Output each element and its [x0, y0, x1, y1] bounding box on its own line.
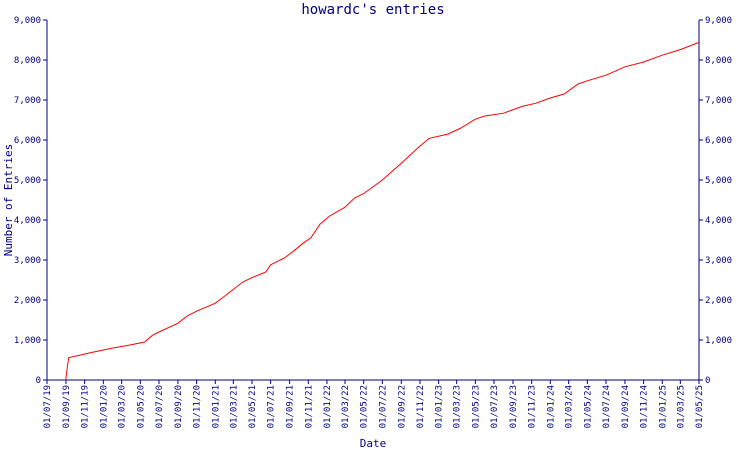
x-tick-label: 01/05/23	[471, 385, 481, 428]
x-tick-label: 01/09/23	[509, 385, 519, 428]
x-tick-label: 01/03/23	[453, 385, 463, 428]
x-tick-label: 01/07/24	[602, 385, 612, 428]
y-tick-label-left: 0	[36, 376, 41, 386]
y-tick-label-left: 6,000	[14, 136, 41, 146]
y-tick-label-right: 1,000	[705, 336, 732, 346]
x-tick-label: 01/05/24	[583, 385, 593, 428]
x-tick-label: 01/03/22	[341, 385, 351, 428]
x-tick-label: 01/11/24	[640, 385, 650, 428]
x-tick-label: 01/05/25	[695, 385, 705, 428]
y-tick-label-right: 3,000	[705, 256, 732, 266]
x-tick-label: 01/01/23	[435, 385, 445, 428]
y-tick-label-left: 7,000	[14, 96, 41, 106]
x-tick-label: 01/01/22	[323, 385, 333, 428]
x-tick-label: 01/01/20	[99, 385, 109, 428]
y-tick-label-right: 7,000	[705, 96, 732, 106]
y-tick-label-right: 8,000	[705, 56, 732, 66]
x-tick-label: 01/05/22	[360, 385, 370, 428]
y-tick-label-left: 2,000	[14, 296, 41, 306]
x-tick-label: 01/07/19	[43, 385, 53, 428]
chart-title: howardc's entries	[301, 2, 444, 18]
x-tick-label: 01/01/24	[546, 385, 556, 428]
x-tick-label: 01/05/20	[136, 385, 146, 428]
y-tick-label-right: 4,000	[705, 216, 732, 226]
y-tick-label-right: 0	[705, 376, 710, 386]
x-tick-label: 01/09/19	[62, 385, 72, 428]
y-tick-label-right: 9,000	[705, 16, 732, 26]
x-tick-label: 01/01/25	[658, 385, 668, 428]
x-tick-label: 01/11/21	[304, 385, 314, 428]
x-tick-label: 01/09/20	[174, 385, 184, 428]
y-tick-label-left: 9,000	[14, 16, 41, 26]
x-tick-label: 01/07/22	[378, 385, 388, 428]
x-tick-label: 01/07/23	[490, 385, 500, 428]
entries-series-line	[65, 41, 700, 381]
y-tick-label-left: 4,000	[14, 216, 41, 226]
x-tick-label: 01/03/24	[565, 385, 575, 428]
x-axis-label: Date	[360, 437, 387, 450]
x-tick-label: 01/07/21	[267, 385, 277, 428]
x-tick-label: 01/03/21	[229, 385, 239, 428]
x-tick-label: 01/09/22	[397, 385, 407, 428]
x-tick-label: 01/11/22	[416, 385, 426, 428]
x-tick-label: 01/09/24	[621, 385, 631, 428]
y-axis-label: Number of Entries	[2, 144, 15, 257]
y-tick-label-right: 2,000	[705, 296, 732, 306]
x-tick-label: 01/07/20	[155, 385, 165, 428]
x-tick-label: 01/03/25	[676, 385, 686, 428]
y-tick-label-left: 5,000	[14, 176, 41, 186]
y-tick-label-right: 5,000	[705, 176, 732, 186]
y-tick-label-right: 6,000	[705, 136, 732, 146]
x-tick-label: 01/05/21	[248, 385, 258, 428]
y-tick-label-left: 1,000	[14, 336, 41, 346]
y-tick-label-left: 8,000	[14, 56, 41, 66]
x-tick-label: 01/11/19	[81, 385, 91, 428]
x-tick-label: 01/11/23	[528, 385, 538, 428]
x-tick-label: 01/01/21	[211, 385, 221, 428]
x-tick-label: 01/11/20	[193, 385, 203, 428]
y-tick-label-left: 3,000	[14, 256, 41, 266]
x-tick-label: 01/03/20	[118, 385, 128, 428]
x-tick-label: 01/09/21	[286, 385, 296, 428]
